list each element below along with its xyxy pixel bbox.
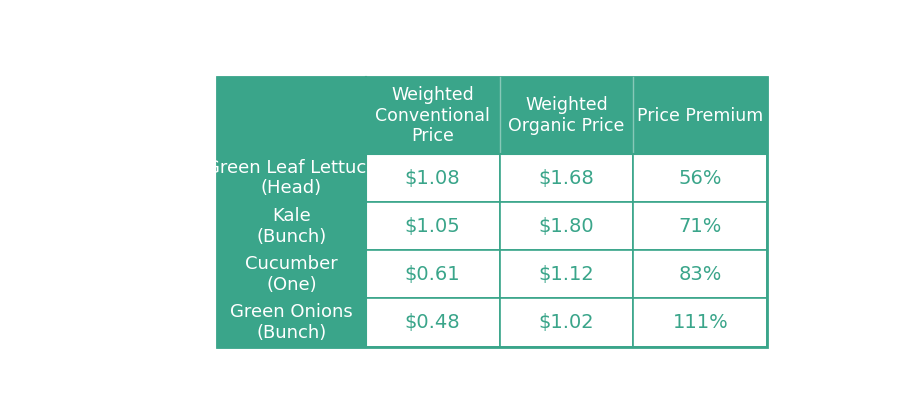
Bar [634, 250, 768, 298]
Bar [365, 202, 500, 250]
Text: Green Onions
(Bunch): Green Onions (Bunch) [230, 303, 353, 342]
Text: $0.48: $0.48 [405, 313, 461, 332]
Bar [365, 154, 500, 202]
Text: $1.02: $1.02 [539, 313, 594, 332]
Text: $0.61: $0.61 [405, 265, 461, 284]
Text: 111%: 111% [672, 313, 728, 332]
Text: $1.08: $1.08 [405, 168, 461, 188]
Bar [634, 202, 768, 250]
Text: Kale
(Bunch): Kale (Bunch) [256, 207, 327, 246]
Bar [500, 154, 634, 202]
Text: $1.12: $1.12 [539, 265, 594, 284]
Bar [634, 298, 768, 347]
Bar [365, 250, 500, 298]
Text: Cucumber
(One): Cucumber (One) [245, 255, 338, 294]
Text: Price Premium: Price Premium [637, 107, 763, 125]
Text: $1.80: $1.80 [539, 217, 594, 236]
Text: $1.05: $1.05 [405, 217, 461, 236]
Text: Green Leaf Lettuce
(Head): Green Leaf Lettuce (Head) [206, 158, 377, 197]
Text: 71%: 71% [679, 217, 722, 236]
Text: 83%: 83% [679, 265, 722, 284]
Text: 56%: 56% [679, 168, 722, 188]
Bar [217, 77, 768, 154]
Bar [500, 250, 634, 298]
Bar [217, 154, 365, 347]
Bar [217, 77, 768, 347]
Bar [500, 202, 634, 250]
Text: Weighted
Conventional
Price: Weighted Conventional Price [375, 86, 491, 145]
Bar [500, 298, 634, 347]
Bar [634, 154, 768, 202]
Bar [365, 298, 500, 347]
Text: $1.68: $1.68 [539, 168, 594, 188]
Text: Weighted
Organic Price: Weighted Organic Price [508, 96, 625, 135]
